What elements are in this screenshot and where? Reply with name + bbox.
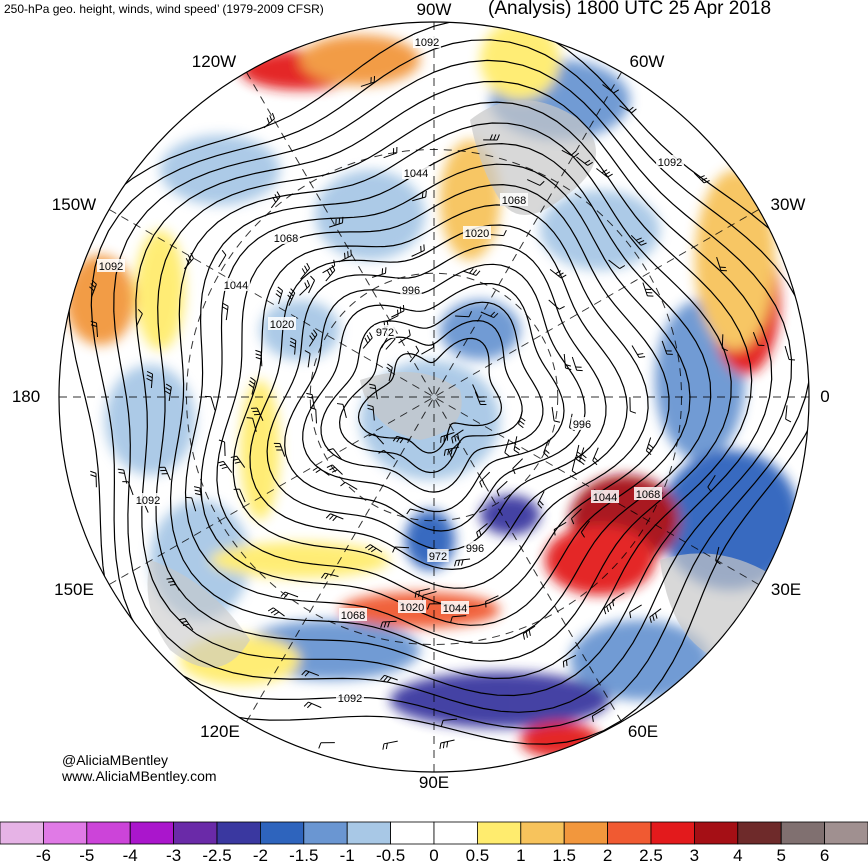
contour-label: 1092	[658, 157, 682, 169]
colorbar-tick-label: -4	[123, 846, 138, 866]
contour-label: 1044	[224, 280, 248, 292]
colorbar-bin	[260, 822, 303, 844]
contour-label: 1068	[636, 489, 660, 501]
contour-label: 972	[429, 551, 447, 563]
colorbar-tick-label: 1.5	[552, 846, 576, 866]
colorbar-tick-label: -1.5	[289, 846, 318, 866]
colorbar	[0, 820, 868, 846]
colorbar-tick-label: -2	[253, 846, 268, 866]
colorbar-tick-label: -6	[36, 846, 51, 866]
contour-label: 972	[376, 327, 394, 339]
longitude-label: 90E	[419, 773, 449, 793]
longitude-label: 30E	[771, 580, 801, 600]
colorbar-tick-label: 2	[603, 846, 612, 866]
colorbar-bin	[304, 822, 347, 844]
longitude-label: 60W	[630, 52, 665, 72]
colorbar-bin	[0, 822, 43, 844]
colorbar-tick-label: 4	[733, 846, 742, 866]
longitude-label: 30W	[771, 195, 806, 215]
colorbar-bin	[564, 822, 607, 844]
polar-map: 1092 1092 1092 1092 1092 1068 1068 1068 1068 1044…	[0, 0, 868, 820]
colorbar-bin	[608, 822, 651, 844]
contour-label: 1044	[443, 603, 467, 615]
contour-label: 1020	[400, 602, 424, 614]
contour-label: 1020	[270, 319, 294, 331]
contour-label: 1092	[338, 693, 362, 705]
contour-label: 1044	[404, 168, 428, 180]
colorbar-tick-label: 0	[429, 846, 438, 866]
colorbar-tick-label: 2.5	[639, 846, 663, 866]
colorbar-bin	[87, 822, 130, 844]
longitude-label: 90W	[417, 0, 452, 20]
author-website: www.AliciaMBentley.com	[62, 768, 217, 784]
colorbar-tick-label: 0.5	[466, 846, 490, 866]
contour-label: 1044	[593, 492, 617, 504]
colorbar-bin	[130, 822, 173, 844]
contour-label: 1092	[99, 261, 123, 273]
colorbar-bin	[434, 822, 477, 844]
colorbar-tick-label: 1	[516, 846, 525, 866]
author-handle: @AliciaMBentley	[62, 752, 168, 768]
colorbar-bin	[825, 822, 868, 844]
colorbar-tick-label: -0.5	[376, 846, 405, 866]
longitude-label: 120W	[192, 52, 236, 72]
colorbar-bin	[217, 822, 260, 844]
colorbar-bin	[174, 822, 217, 844]
longitude-label: 150W	[52, 195, 96, 215]
longitude-label: 60E	[628, 722, 658, 742]
longitude-label: 150E	[54, 580, 94, 600]
colorbar-bin	[347, 822, 390, 844]
colorbar-bin	[521, 822, 564, 844]
colorbar-bin	[738, 822, 781, 844]
contour-label: 1068	[502, 195, 526, 207]
colorbar-tick-label: -5	[79, 846, 94, 866]
colorbar-bin	[391, 822, 434, 844]
colorbar-bin	[43, 822, 86, 844]
contour-label: 996	[402, 285, 420, 297]
colorbar-tick-label: -2.5	[202, 846, 231, 866]
contour-label: 1068	[274, 233, 298, 245]
contour-label: 1020	[465, 228, 489, 240]
contour-label: 1092	[136, 495, 160, 507]
colorbar-tick-label: 3	[690, 846, 699, 866]
colorbar-tick-label: -3	[166, 846, 181, 866]
longitude-label: 120E	[200, 722, 240, 742]
colorbar-bin	[781, 822, 824, 844]
colorbar-tick-label: -1	[340, 846, 355, 866]
contour-label: 1068	[341, 610, 365, 622]
contour-label: 996	[573, 419, 591, 431]
colorbar-bin	[477, 822, 520, 844]
colorbar-tick-label: 5	[776, 846, 785, 866]
longitude-label: 0	[820, 387, 829, 407]
colorbar-bin	[694, 822, 737, 844]
contour-label: 996	[466, 543, 484, 555]
colorbar-tick-label: 6	[820, 846, 829, 866]
longitude-label: 180	[12, 387, 40, 407]
colorbar-bin	[651, 822, 694, 844]
contour-label: 1092	[415, 37, 439, 49]
